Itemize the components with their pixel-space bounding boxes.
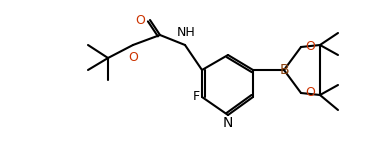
Text: O: O	[128, 51, 138, 64]
Text: NH: NH	[177, 26, 195, 39]
Text: O: O	[135, 13, 145, 27]
Text: O: O	[305, 40, 315, 54]
Text: O: O	[305, 87, 315, 99]
Text: B: B	[279, 63, 289, 77]
Text: F: F	[193, 90, 200, 104]
Text: N: N	[223, 116, 233, 130]
